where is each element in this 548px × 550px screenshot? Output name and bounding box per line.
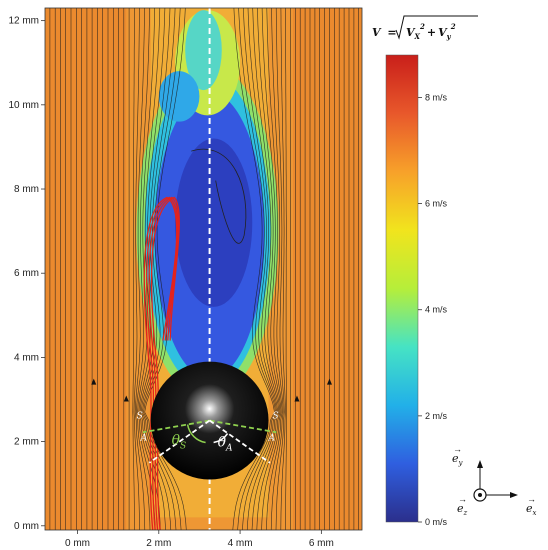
colorbar-tick-label: 2 m/s [425, 411, 448, 421]
x-tick-label: 2 mm [146, 538, 171, 549]
streamline [256, 8, 281, 530]
x-tick-label: 4 mm [228, 538, 253, 549]
x-axis-ticks: 0 mm 2 mm 4 mm 6 mm [65, 530, 334, 549]
upper-jet-inner [185, 10, 222, 91]
colorbar-tick-label: 4 m/s [425, 305, 448, 315]
separation-point-right-label: S [273, 412, 279, 422]
streamline [275, 8, 285, 530]
ey-label: ey [452, 452, 464, 467]
y-tick-label: 6 mm [14, 268, 39, 279]
streamline [242, 8, 278, 530]
streamline [144, 8, 187, 530]
streamline [280, 8, 286, 530]
streamline [232, 8, 275, 530]
y-axis-ticks: 0 mm 2 mm 4 mm 6 mm 8 mm 10 mm 12 mm [8, 16, 45, 532]
streamline [133, 8, 140, 530]
x-tick-label: 6 mm [309, 538, 334, 549]
wake-deep-core [175, 138, 253, 307]
plot-frame [44, 7, 363, 531]
recirculation-loop [191, 148, 247, 244]
streamline [266, 8, 283, 530]
separation-line-right [209, 419, 277, 434]
streamline [246, 8, 279, 530]
y-tick-label: 0 mm [14, 521, 39, 532]
flow-arrow [294, 395, 300, 402]
flow-arrow [91, 378, 97, 385]
coordinate-frame: ey ez ex → → → [452, 444, 537, 517]
attachment-line-right [209, 419, 271, 464]
colorbar-ticks: 0 m/s 2 m/s 4 m/s 6 m/s 8 m/s [418, 92, 448, 527]
y-tick-label: 12 mm [8, 16, 39, 27]
svg-text:V =: V = [372, 26, 397, 39]
ex-label: ex [526, 502, 537, 517]
colorbar-tick-label: 8 m/s [425, 92, 448, 102]
flow-arrow [123, 395, 129, 402]
attachment-line-left [148, 419, 211, 464]
colorbar-tick-label: 0 m/s [425, 517, 448, 527]
attachment-arc [213, 433, 229, 444]
svg-text:→: → [458, 494, 467, 504]
separation-arc [186, 424, 206, 444]
attachment-point-right-label: A [268, 434, 276, 444]
attachment-point-left-label: A [140, 434, 148, 444]
streamline [261, 8, 282, 530]
streamline [137, 8, 156, 530]
y-tick-label: 4 mm [14, 352, 39, 363]
svg-text:→: → [453, 444, 462, 454]
streamline [270, 8, 284, 530]
velocity-magnitude-formula: V = VX2 + Vy2 [372, 15, 478, 41]
streamline [285, 8, 287, 530]
x-tick-label: 0 mm [65, 538, 90, 549]
colorbar [385, 54, 419, 523]
svg-text:→: → [527, 494, 536, 504]
wake-top-left [158, 71, 200, 122]
streamline [132, 8, 135, 530]
y-tick-label: 8 mm [14, 184, 39, 195]
plot-area [45, 8, 362, 530]
ez-label: ez [457, 502, 468, 517]
streamline [134, 8, 146, 530]
separation-angle-label: θS [172, 433, 187, 452]
streamline [237, 8, 276, 530]
y-tick-label: 10 mm [8, 100, 39, 111]
y-tick-label: 2 mm [14, 437, 39, 448]
colorbar-tick-label: 6 m/s [425, 199, 448, 209]
attachment-angle-label: θA [218, 435, 233, 454]
separation-line-left [142, 419, 210, 434]
flow-arrow [326, 378, 332, 385]
streamline [251, 8, 280, 530]
svg-text:VX2+Vy2: VX2 + Vy2 [406, 22, 456, 41]
streamline [136, 8, 151, 530]
angle-markers [142, 419, 277, 464]
separation-point-left-label: S [137, 412, 143, 422]
